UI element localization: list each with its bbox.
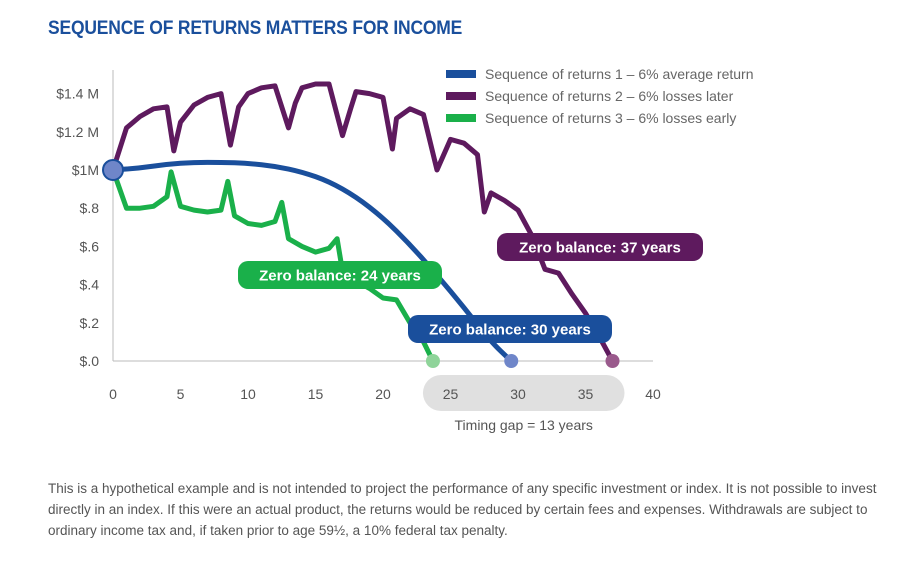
series-line-3 [110, 167, 436, 364]
zero-balance-point-2 [605, 354, 620, 368]
zero-balance-label-2: Zero balance: 30 years [429, 322, 591, 339]
zero-balance-label-3: Zero balance: 37 years [519, 240, 681, 257]
chart-title: SEQUENCE OF RETURNS MATTERS FOR INCOME [48, 18, 463, 39]
x-tick-label: 40 [645, 386, 661, 402]
x-tick-label: 35 [578, 386, 594, 402]
zero-balance-point-3 [425, 354, 440, 368]
legend-swatch-2 [446, 92, 476, 100]
series-line-2 [110, 81, 615, 364]
start-point [102, 158, 124, 181]
zero-balance-pill-3 [497, 233, 703, 261]
x-tick-label: 30 [510, 386, 526, 402]
legend-label-2: Sequence of returns 2 – 6% losses later [485, 88, 734, 104]
y-tick-label: $.0 [80, 353, 100, 369]
x-tick-label: 15 [308, 386, 324, 402]
zero-balance-pill-2 [408, 315, 612, 343]
y-tick-label: $.4 [80, 277, 100, 293]
x-tick-label: 0 [109, 386, 117, 402]
x-tick-label: 20 [375, 386, 391, 402]
x-tick-label: 25 [443, 386, 459, 402]
y-tick-label: $1M [72, 162, 99, 178]
zero-balance-label-1: Zero balance: 24 years [259, 268, 421, 285]
y-tick-label: $1.2 M [56, 124, 99, 140]
sequence-of-returns-chart: Timing gap = 13 years 0 5 10 15 20 25 30 35 40 $… [56, 66, 754, 433]
legend-label-3: Sequence of returns 3 – 6% losses early [485, 110, 736, 126]
disclaimer-text: This is a hypothetical example and is no… [48, 481, 877, 538]
y-tick-label: $.2 [80, 315, 100, 331]
y-tick-label: $1.4 M [56, 86, 99, 102]
y-tick-label: $.8 [80, 200, 100, 216]
x-tick-label: 5 [177, 386, 185, 402]
x-tick-label: 10 [240, 386, 256, 402]
legend-swatch-3 [446, 114, 476, 122]
legend-swatch-1 [446, 70, 476, 78]
timing-gap-band [422, 375, 625, 411]
legend-label-1: Sequence of returns 1 – 6% average retur… [485, 66, 754, 82]
timing-gap-label: Timing gap = 13 years [455, 417, 593, 433]
zero-balance-point-1 [504, 354, 519, 368]
y-tick-label: $.6 [80, 238, 100, 254]
zero-balance-pill-1 [238, 261, 442, 289]
